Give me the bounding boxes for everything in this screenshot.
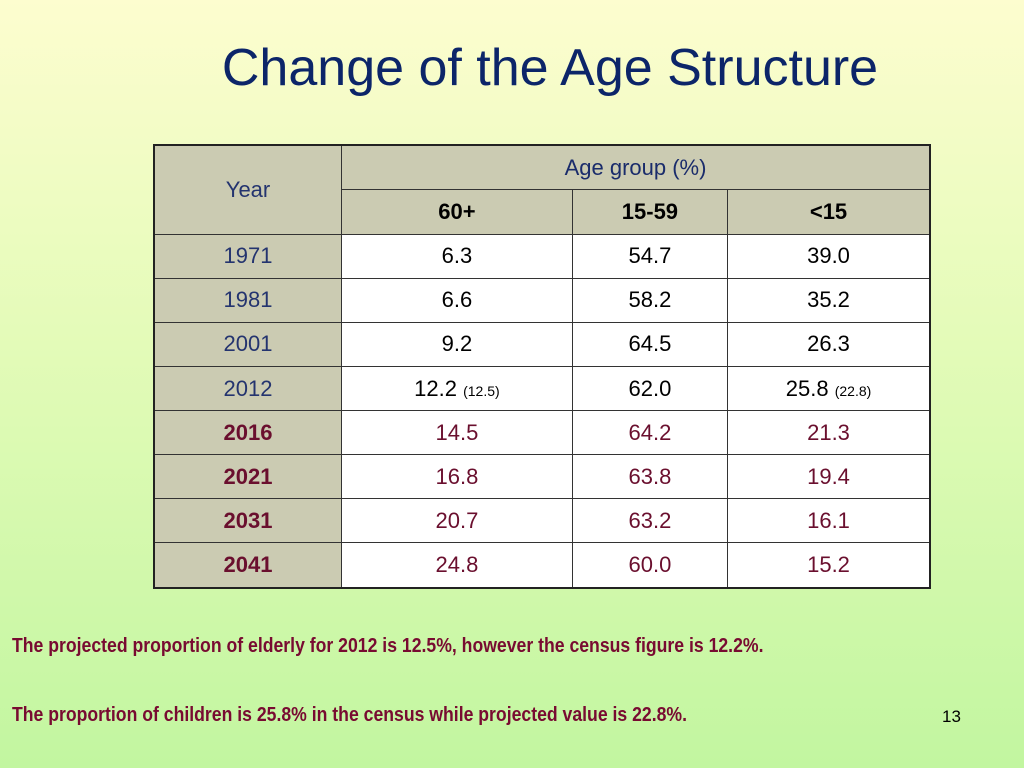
value-under-15: 21.3: [727, 410, 931, 456]
year-cell: 2021: [153, 454, 343, 500]
value-15-59: 64.2: [571, 410, 729, 456]
column-header-under-15: <15: [727, 189, 931, 235]
value-under-15: 26.3: [727, 321, 931, 367]
year-cell: 2031: [153, 498, 343, 544]
value-15-59: 62.0: [571, 365, 729, 412]
value-60-plus: 12.2 (12.5): [341, 365, 573, 412]
year-cell: 2001: [153, 321, 343, 367]
table-row: 1971 6.3 54.7 39.0: [153, 233, 931, 279]
value-60-plus: 6.6: [341, 277, 573, 323]
column-header-60-plus: 60+: [341, 189, 573, 235]
table-body: 1971 6.3 54.7 39.0 1981 6.6 58.2 35.2 2001 9.2 64.…: [153, 233, 931, 589]
column-header-15-59: 15-59: [571, 189, 729, 235]
table-row: 2001 9.2 64.5 26.3: [153, 321, 931, 367]
slide-title: Change of the Age Structure: [221, 39, 879, 97]
table-header-row: Year Age group (%): [153, 144, 931, 235]
value-under-15: 35.2: [727, 277, 931, 323]
age-group-header: Age group (%): [341, 144, 931, 191]
value-under-15: 39.0: [727, 233, 931, 279]
projected-note: (12.5): [463, 382, 500, 399]
value-under-15: 19.4: [727, 454, 931, 500]
value-15-59: 63.2: [571, 498, 729, 544]
year-cell: 1971: [153, 233, 343, 279]
year-cell: 2012: [153, 365, 343, 412]
value-under-15: 25.8 (22.8): [727, 365, 931, 412]
value-60-plus: 16.8: [341, 454, 573, 500]
year-cell: 2041: [153, 542, 343, 589]
age-structure-table: Year Age group (%) 60+ 15-59 <15 1971 6.3…: [153, 144, 931, 589]
value-60-plus: 24.8: [341, 542, 573, 589]
value-60-plus: 14.5: [341, 410, 573, 456]
value-15-59: 58.2: [571, 277, 729, 323]
value-15-59: 60.0: [571, 542, 729, 589]
note-elderly: The projected proportion of elderly for …: [12, 634, 764, 657]
value-under-15: 16.1: [727, 498, 931, 544]
value-15-59: 54.7: [571, 233, 729, 279]
value-15-59: 64.5: [571, 321, 729, 367]
value-60-plus: 6.3: [341, 233, 573, 279]
year-cell: 1981: [153, 277, 343, 323]
page-number: 13: [942, 707, 961, 726]
value-under-15: 15.2: [727, 542, 931, 589]
projected-note: (22.8): [834, 382, 872, 399]
table-row: 2031 20.7 63.2 16.1: [153, 498, 931, 544]
year-header: Year: [153, 144, 343, 235]
table-row: 2021 16.8 63.8 19.4: [153, 454, 931, 500]
value-15-59: 63.8: [571, 454, 729, 500]
year-cell: 2016: [153, 410, 343, 456]
value-60-plus: 20.7: [341, 498, 573, 544]
note-children: The proportion of children is 25.8% in t…: [12, 703, 688, 726]
table-row: 2012 12.2 (12.5) 62.0 25.8 (22.8): [153, 365, 931, 412]
value-60-plus: 9.2: [341, 321, 573, 367]
table-row: 2041 24.8 60.0 15.2: [153, 542, 931, 589]
table-subheader-row: 60+ 15-59 <15: [154, 189, 931, 235]
table-row: 1981 6.6 58.2 35.2: [153, 277, 931, 323]
table-row: 2016 14.5 64.2 21.3: [153, 410, 931, 456]
